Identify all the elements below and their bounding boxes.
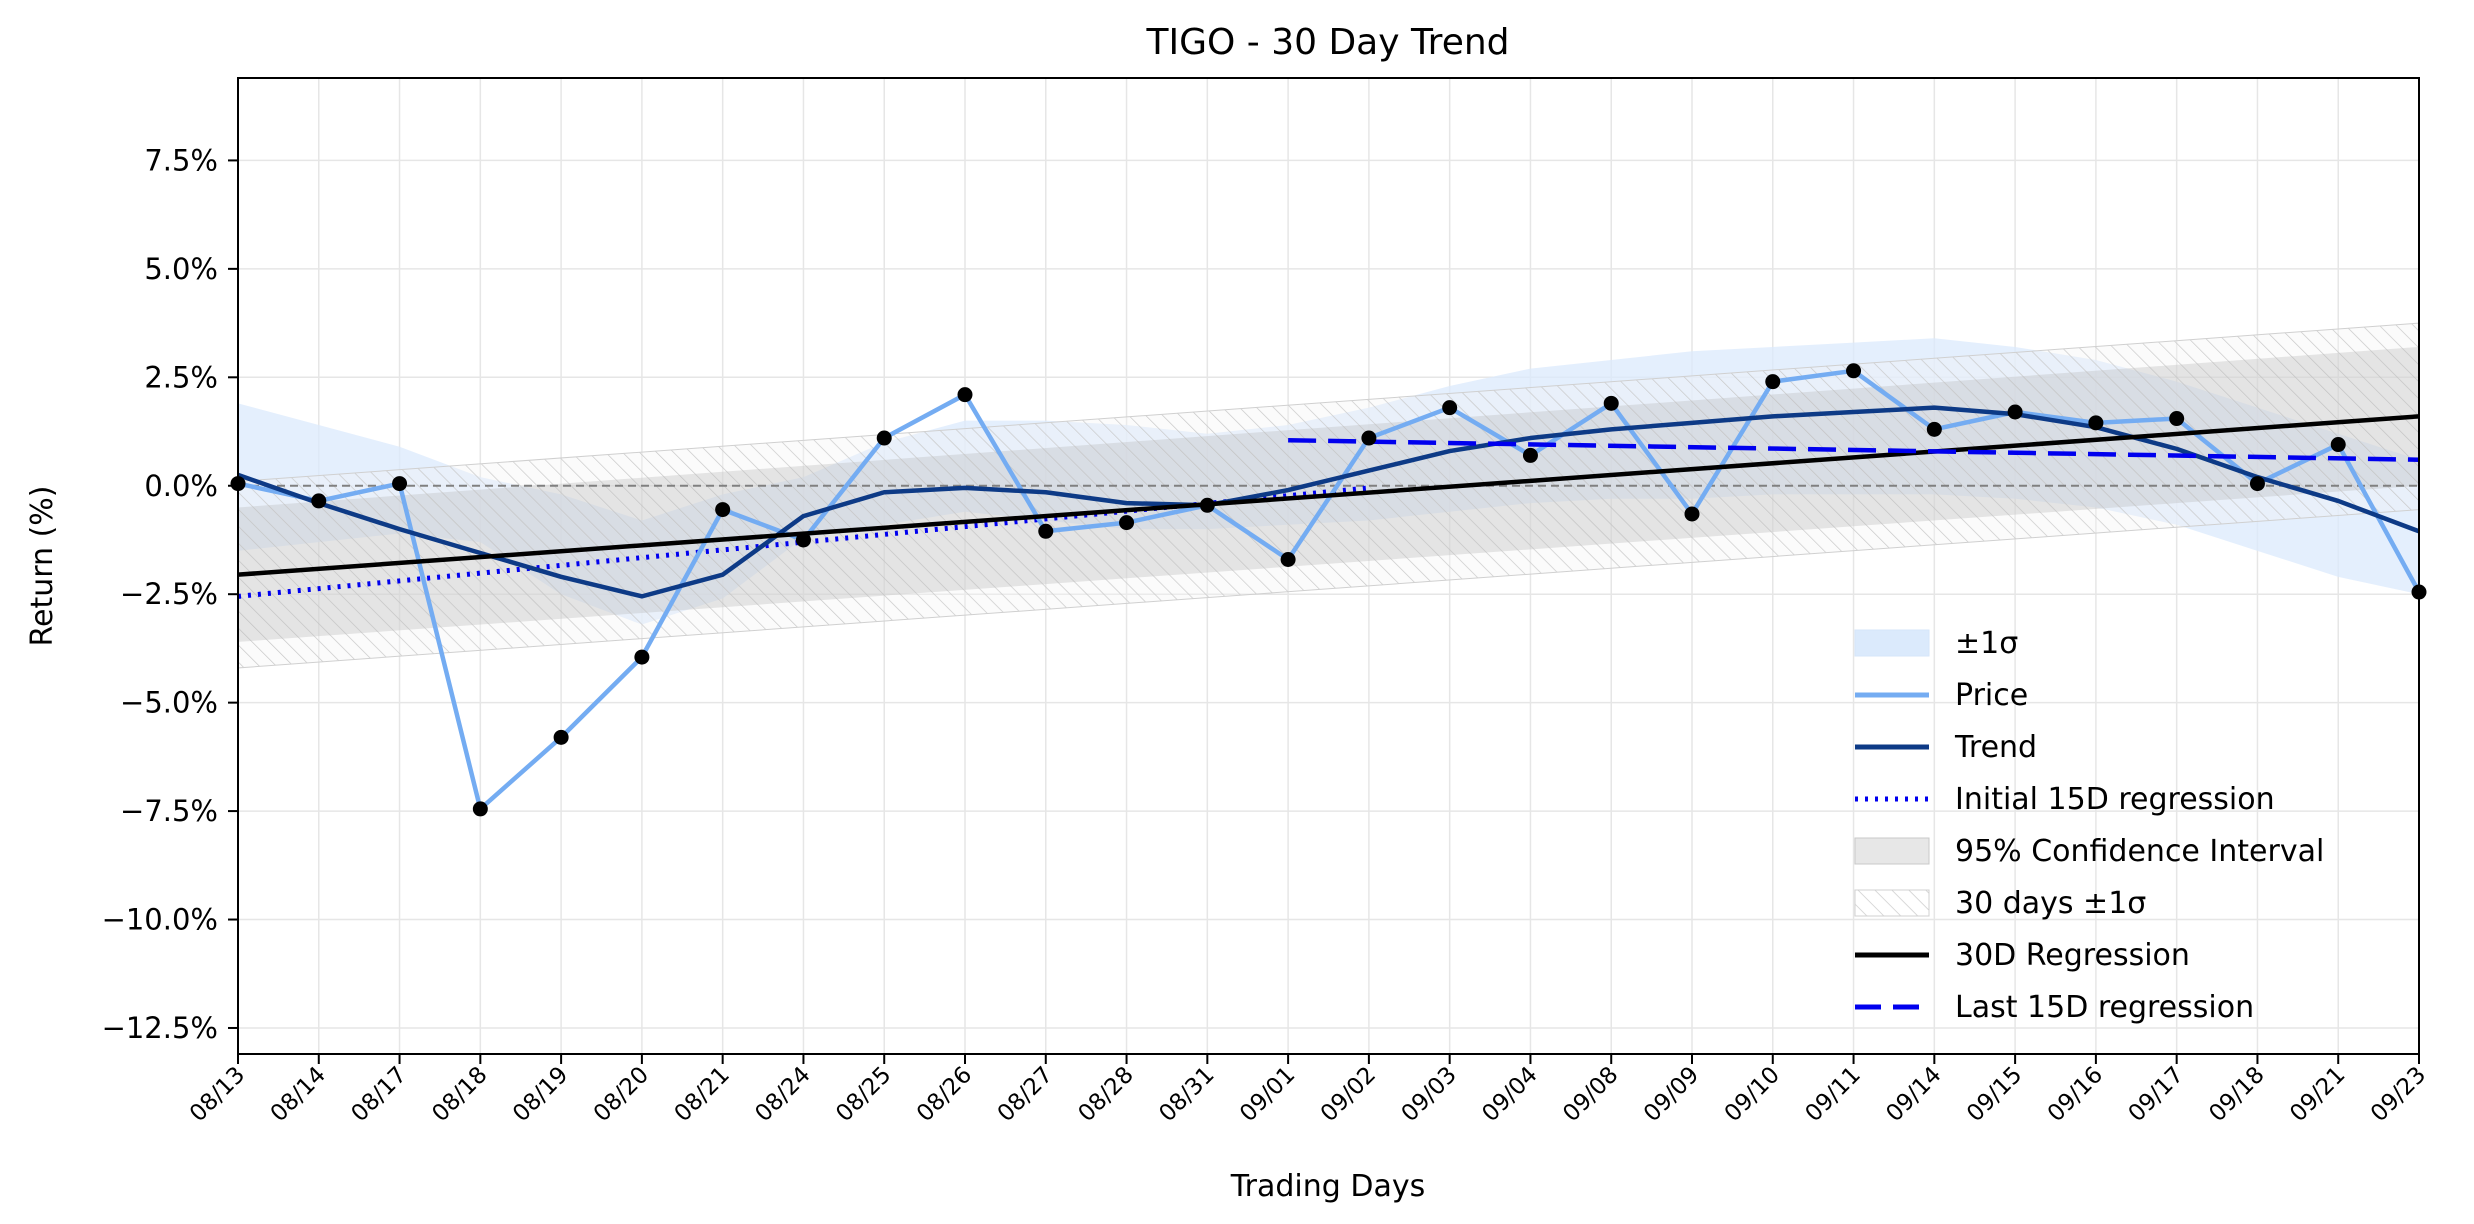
legend-swatch: [1854, 889, 1930, 917]
legend-label: 95% Confidence Interval: [1955, 834, 2324, 869]
y-axis-label: Return (%): [25, 485, 60, 646]
x-ticks: 08/13 08/14 08/17 08/18 08/19 08/20 08/21 08/24…: [185, 1054, 2431, 1127]
legend-swatch: [1854, 629, 1930, 657]
x-tick-label: 09/09: [1639, 1062, 1704, 1127]
x-tick-label: 09/17: [2124, 1062, 2189, 1127]
price-point: [795, 532, 811, 548]
x-tick-label: 08/24: [750, 1062, 815, 1127]
x-tick-label: 09/03: [1397, 1062, 1462, 1127]
x-tick-label: 09/15: [1962, 1062, 2027, 1127]
price-point: [1684, 506, 1700, 522]
x-tick-label: 08/31: [1154, 1062, 1219, 1127]
legend-item: ±1σ: [1854, 626, 2018, 661]
price-point: [1522, 447, 1538, 463]
price-point: [715, 502, 731, 518]
price-point: [2330, 437, 2346, 453]
y-tick-label: −12.5%: [102, 1011, 218, 1045]
price-point: [1361, 430, 1377, 446]
x-tick-label: 08/14: [266, 1062, 331, 1127]
y-tick-label: −5.0%: [120, 686, 218, 720]
y-tick-label: −7.5%: [120, 794, 218, 828]
x-tick-label: 09/23: [2366, 1062, 2431, 1127]
price-point: [1603, 395, 1619, 411]
chart-title: TIGO - 30 Day Trend: [1145, 22, 1509, 63]
legend-item: Trend: [1855, 730, 2037, 765]
price-point: [1442, 400, 1458, 416]
x-axis-label: Trading Days: [1230, 1169, 1425, 1204]
legend-item: Initial 15D regression: [1855, 782, 2275, 817]
legend-item: 30 days ±1σ: [1854, 886, 2146, 921]
30d-regression-line: [238, 414, 2419, 577]
x-tick-label: 09/02: [1316, 1062, 1381, 1127]
price-point: [472, 801, 488, 817]
y-ticks: −12.5% −10.0% −7.5% −5.0% −2.5% 0.0% 2.5% 5.0% 7…: [102, 143, 238, 1045]
y-tick-label: 2.5%: [144, 360, 218, 394]
price-point: [311, 493, 327, 509]
legend-label: Trend: [1954, 730, 2037, 765]
price-point: [1119, 515, 1135, 531]
price-point: [2088, 415, 2104, 431]
price-point: [1199, 497, 1215, 513]
x-tick-label: 09/18: [2204, 1062, 2269, 1127]
x-tick-label: 09/10: [1720, 1062, 1785, 1127]
legend-label: Last 15D regression: [1955, 990, 2254, 1025]
price-point: [392, 476, 408, 492]
legend-item: 95% Confidence Interval: [1854, 834, 2324, 869]
x-tick-label: 09/16: [2043, 1062, 2108, 1127]
y-tick-label: −2.5%: [120, 577, 218, 611]
price-point: [876, 430, 892, 446]
legend-item: 30D Regression: [1855, 938, 2190, 973]
x-tick-label: 09/08: [1558, 1062, 1623, 1127]
x-tick-label: 08/20: [589, 1062, 654, 1127]
price-point: [957, 387, 973, 403]
price-point: [1846, 363, 1862, 379]
legend-label: Initial 15D regression: [1955, 782, 2275, 817]
x-tick-label: 08/13: [185, 1062, 250, 1127]
last-15d-regression-line: [1288, 437, 2419, 462]
legend-label: ±1σ: [1955, 626, 2018, 661]
trend-line: [238, 405, 2419, 599]
price-point: [1765, 374, 1781, 390]
price-point: [553, 729, 569, 745]
price-point: [634, 649, 650, 665]
y-tick-label: 7.5%: [144, 143, 218, 177]
y-tick-label: 5.0%: [144, 252, 218, 286]
legend: ±1σ Price Trend Initial 15D regression 95% C…: [1854, 626, 2324, 1025]
x-tick-label: 08/19: [508, 1062, 573, 1127]
price-line: [238, 368, 2419, 812]
x-tick-label: 08/17: [347, 1062, 412, 1127]
legend-label: 30D Regression: [1955, 938, 2190, 973]
x-tick-label: 09/01: [1235, 1062, 1300, 1127]
price-point: [2249, 476, 2265, 492]
price-point: [2169, 411, 2185, 427]
y-tick-label: 0.0%: [144, 469, 218, 503]
x-tick-label: 08/26: [912, 1062, 977, 1127]
price-point: [1926, 421, 1942, 437]
price-point: [1038, 523, 1054, 539]
x-tick-label: 09/21: [2285, 1062, 2350, 1127]
legend-item: Price: [1855, 678, 2028, 713]
x-tick-label: 08/27: [993, 1062, 1058, 1127]
x-tick-label: 08/28: [1074, 1062, 1139, 1127]
x-tick-label: 08/25: [831, 1062, 896, 1127]
x-tick-label: 08/21: [670, 1062, 735, 1127]
price-point: [2007, 404, 2023, 420]
y-tick-label: −10.0%: [102, 903, 218, 937]
legend-item: Last 15D regression: [1855, 990, 2254, 1025]
x-tick-label: 09/14: [1881, 1062, 1946, 1127]
legend-label: 30 days ±1σ: [1955, 886, 2146, 921]
plot-frame: [237, 77, 2420, 1055]
x-tick-label: 09/11: [1801, 1062, 1866, 1127]
price-point: [1280, 551, 1296, 567]
legend-swatch: [1854, 837, 1930, 865]
x-tick-label: 09/04: [1477, 1062, 1542, 1127]
x-tick-label: 08/18: [427, 1062, 492, 1127]
legend-label: Price: [1955, 678, 2028, 713]
series-lines: [238, 368, 2419, 812]
